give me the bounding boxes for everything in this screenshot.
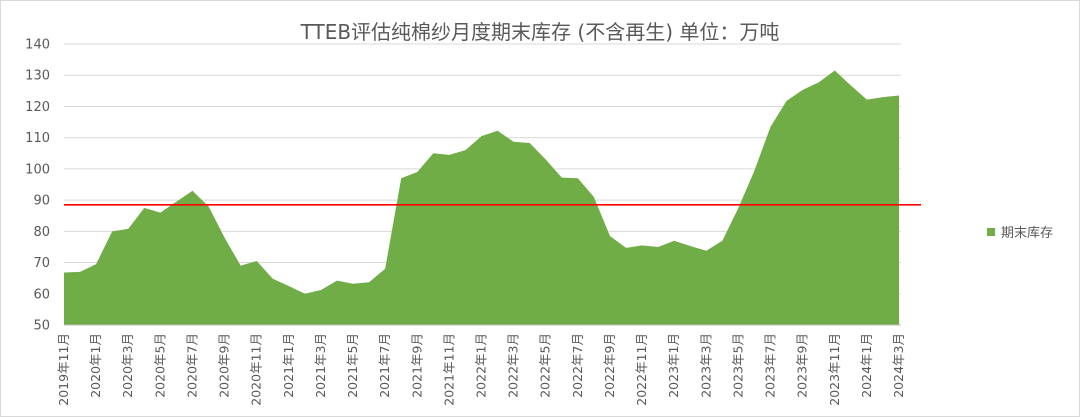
x-tick-label: 2020年7月	[185, 333, 200, 398]
x-tick-label: 2022年5月	[538, 333, 553, 398]
y-tick-label: 100	[25, 162, 50, 177]
legend-label: 期末库存	[1001, 226, 1054, 241]
x-tick-label: 2021年7月	[377, 333, 392, 398]
x-tick-label: 2022年9月	[602, 333, 617, 398]
y-tick-label: 50	[33, 319, 50, 334]
x-tick-label: 2020年11月	[249, 333, 264, 406]
x-tick-label: 2020年5月	[152, 333, 167, 398]
y-tick-label: 120	[25, 100, 50, 115]
x-tick-label: 2022年7月	[570, 333, 585, 398]
x-tick-label: 2021年1月	[281, 333, 296, 398]
y-tick-label: 140	[25, 38, 50, 53]
y-tick-label: 90	[33, 194, 50, 209]
legend-swatch	[987, 227, 995, 236]
x-tick-labels: 2019年11月 2020年1月 2020年3月 2020年5月 2020年7月 2020…	[56, 333, 906, 406]
x-tick-label: 2021年5月	[345, 333, 360, 398]
series-area	[64, 70, 899, 325]
y-tick-label: 70	[33, 256, 50, 271]
x-tick-label: 2023年9月	[795, 333, 810, 398]
x-tick-label: 2022年11月	[634, 333, 649, 406]
x-tick-label: 2021年3月	[313, 333, 328, 398]
x-tick-label: 2023年5月	[730, 333, 745, 398]
x-tick-label: 2023年7月	[763, 333, 778, 398]
x-tick-label: 2024年1月	[859, 333, 874, 398]
x-tick-label: 2022年1月	[474, 333, 489, 398]
x-tick-label: 2020年1月	[88, 333, 103, 398]
x-tick-label: 2021年11月	[441, 333, 456, 406]
x-tick-label: 2023年1月	[666, 333, 681, 398]
x-tick-label: 2019年11月	[56, 333, 71, 406]
x-tick-label: 2024年3月	[891, 333, 906, 398]
series-area-group	[64, 70, 899, 325]
legend: 期末库存	[987, 222, 1053, 241]
x-tick-label: 2022年3月	[506, 333, 521, 398]
y-tick-labels: 50 60 70 80 90 100 110 120 130 140	[25, 38, 50, 334]
x-tick-label: 2023年11月	[827, 333, 842, 406]
y-tick-label: 80	[33, 225, 50, 240]
x-tick-label: 2023年3月	[698, 333, 713, 398]
y-tick-label: 110	[25, 131, 50, 146]
x-tick-label: 2021年9月	[409, 333, 424, 398]
y-tick-label: 130	[25, 69, 50, 84]
x-tick-label: 2020年9月	[217, 333, 232, 398]
chart-title: TTEB评估纯棉纱月度期末库存 (不含再生) 单位：万吨	[300, 20, 780, 44]
y-tick-label: 60	[33, 287, 50, 302]
x-tick-label: 2020年3月	[120, 333, 135, 398]
